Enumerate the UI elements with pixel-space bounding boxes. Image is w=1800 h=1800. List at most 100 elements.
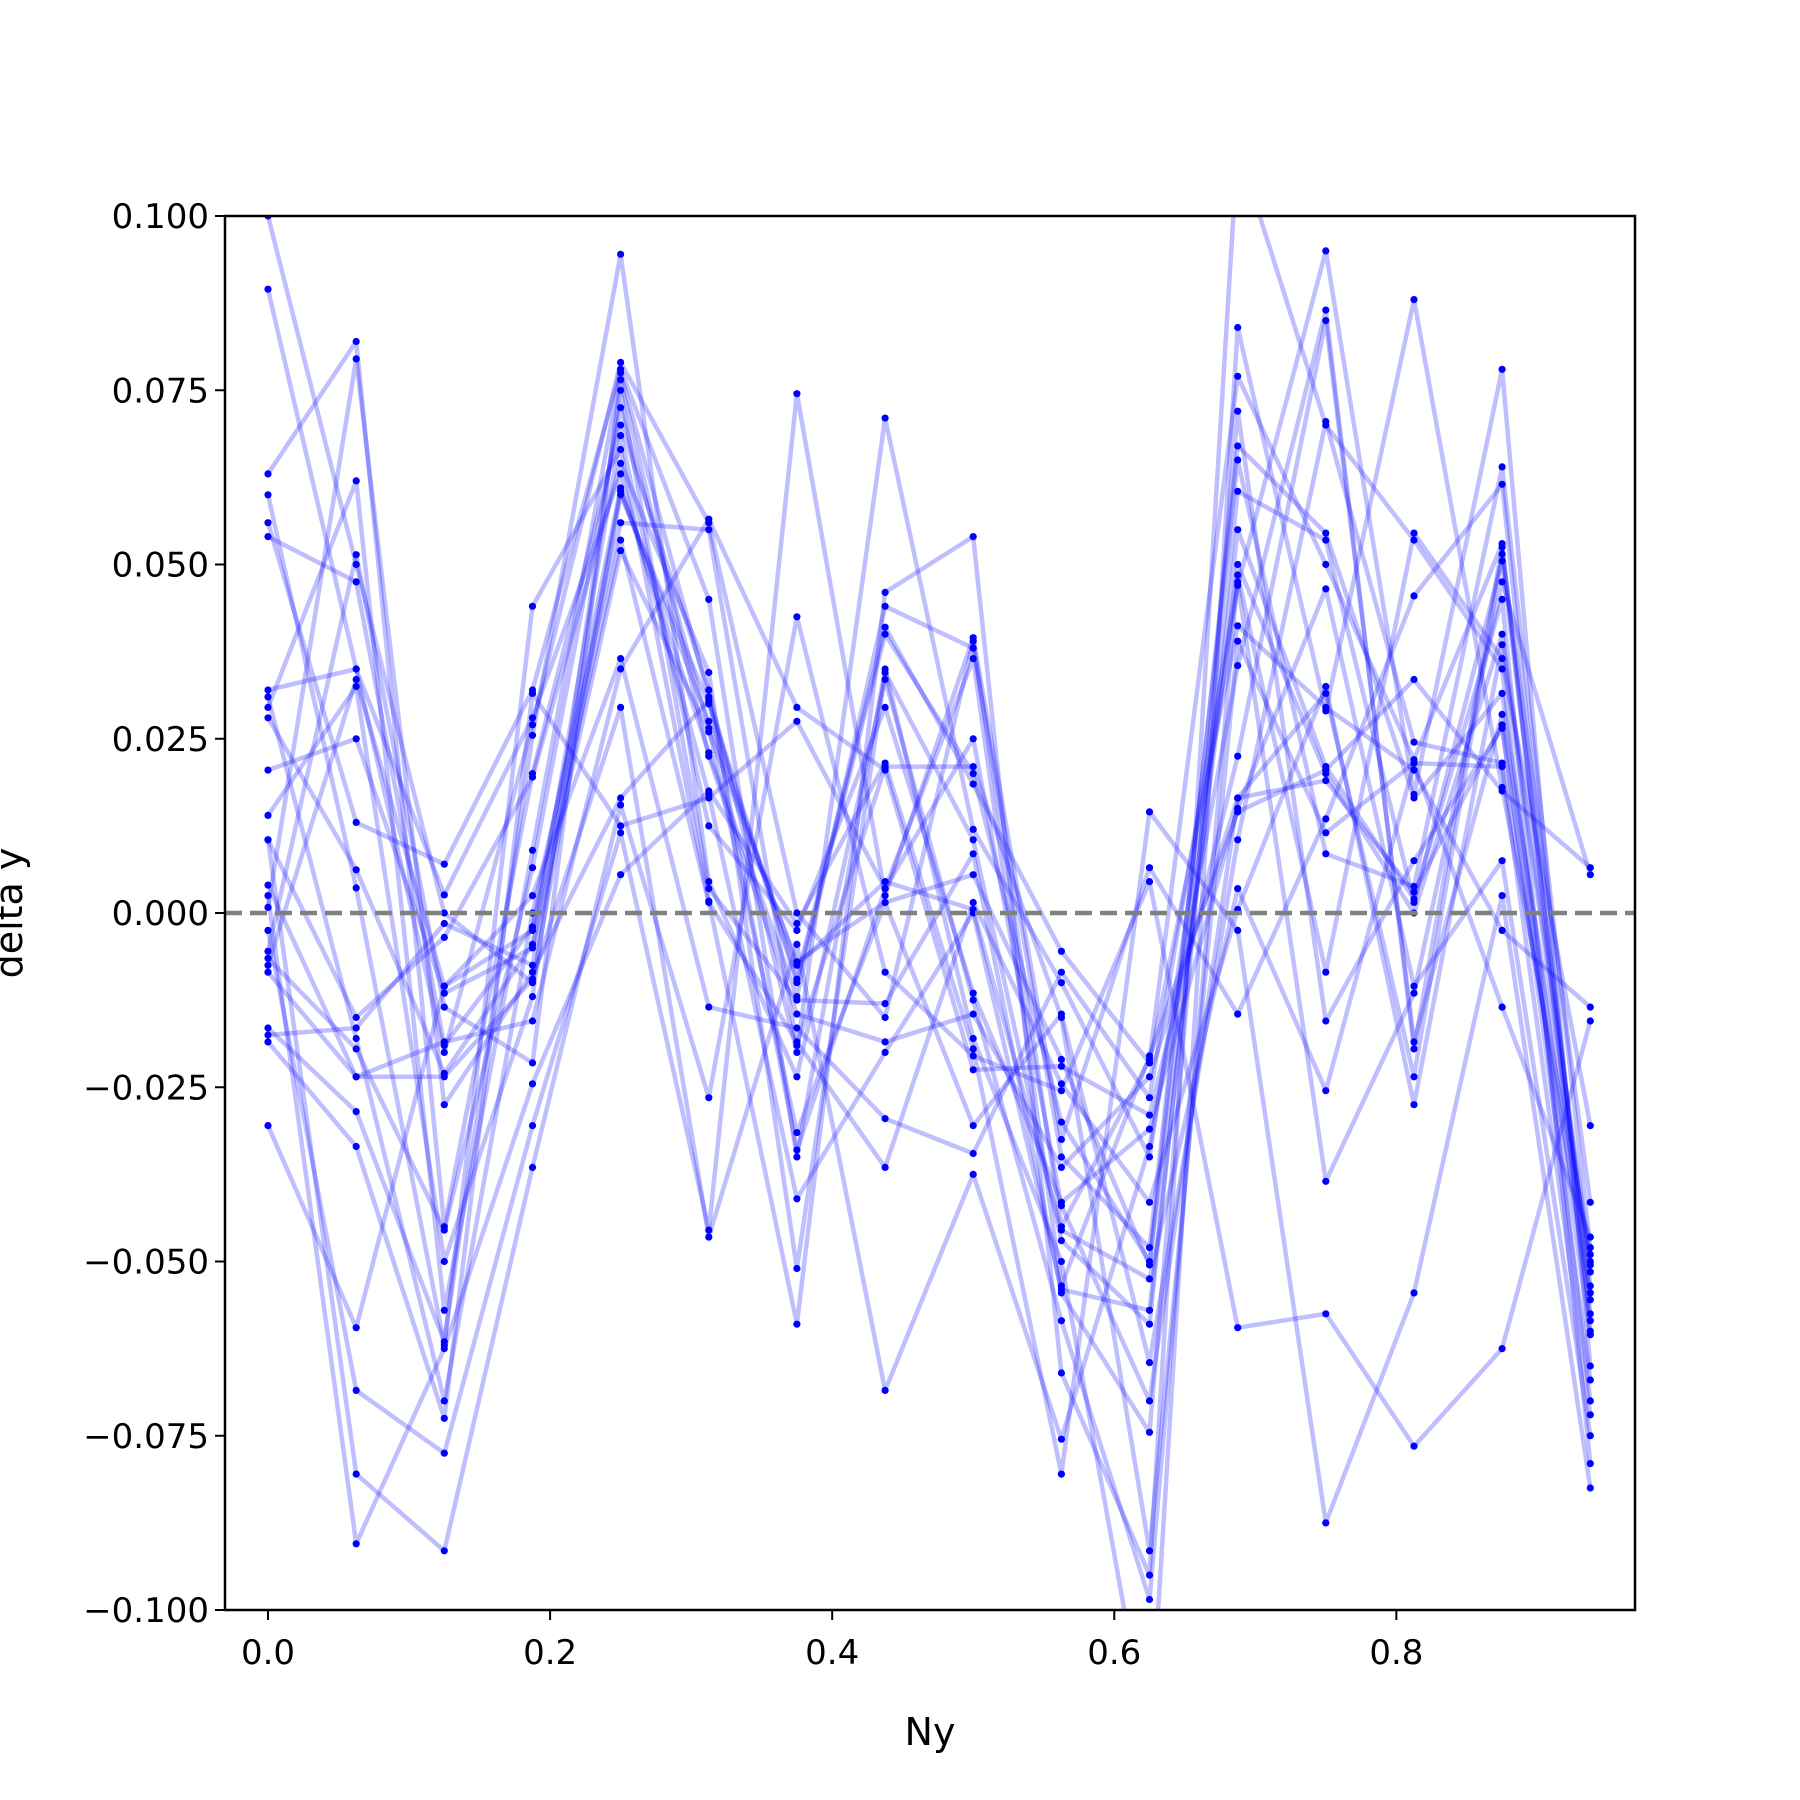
data-point [1498,365,1506,373]
data-point [881,1013,889,1022]
data-point [969,1034,977,1043]
data-point [1145,1198,1154,1206]
data-point [1586,1250,1594,1259]
data-point [793,1320,801,1328]
data-point [528,926,537,935]
data-point [528,1080,537,1088]
y-tick-label: −0.050 [83,1243,209,1283]
data-point [1586,871,1594,879]
series-line [265,288,1593,1332]
data-point [1322,306,1330,314]
data-point [352,1142,360,1151]
data-point [352,1034,360,1043]
data-point [1234,1010,1242,1018]
data-point [881,602,889,610]
data-point [1322,777,1330,785]
data-point [1234,456,1242,464]
data-point [264,766,272,774]
data-point [1586,1122,1594,1130]
series-23 [264,613,1594,1555]
data-point [264,968,272,976]
data-point [1322,529,1330,537]
data-point [1234,560,1242,569]
data-point [1410,529,1418,537]
data-point [705,717,713,725]
data-point [264,686,272,694]
data-point [705,1003,713,1011]
series-16 [264,376,1594,1206]
y-tick-label: 0.075 [112,371,209,411]
data-point [617,703,625,712]
data-point [793,1024,801,1032]
data-point [617,376,625,384]
data-point [1410,794,1418,802]
series-line [265,377,1593,1203]
series-26 [264,390,1594,1457]
series-line [265,614,1593,1554]
x-tick-label: 0.2 [523,1633,577,1673]
data-point [440,1226,448,1234]
data-point [969,634,977,642]
data-point [440,1414,448,1422]
data-point [264,926,272,935]
data-point [1234,808,1242,816]
data-point [528,864,537,872]
data-point [1322,829,1330,837]
data-point [352,1386,360,1394]
data-point [1234,526,1242,534]
series-13 [264,459,1594,1328]
data-point [352,551,360,559]
data-point [1322,850,1330,858]
data-point [1145,878,1154,886]
data-point [264,533,272,541]
data-point [264,961,272,969]
data-point [793,1195,801,1203]
data-point [1145,1111,1154,1119]
data-point [1234,885,1242,893]
series-19 [264,250,1594,1604]
data-point [440,1345,448,1353]
data-point [969,1170,977,1178]
data-point [1057,1198,1065,1206]
series-line [265,297,1593,1610]
data-point [1322,1087,1330,1095]
data-point [528,968,537,976]
data-point [440,1306,448,1314]
data-point [440,1449,448,1457]
data-point [705,752,713,760]
data-point [881,1115,889,1123]
data-point [617,487,625,495]
y-tick-label: −0.075 [83,1417,209,1457]
series-line [265,461,1593,1327]
data-point [264,1031,272,1039]
data-point [881,759,889,767]
data-point [705,686,713,694]
data-point [1234,143,1241,150]
data-point [969,735,977,743]
data-point [617,445,625,454]
data-point [1057,1062,1065,1070]
data-point [1586,1244,1594,1252]
data-point [352,1013,360,1022]
data-point [969,1066,977,1074]
data-point [1498,655,1506,663]
data-point [352,1540,360,1548]
data-point [617,536,625,544]
data-point [1586,1261,1594,1269]
data-point [793,1010,801,1018]
data-point [352,682,360,691]
data-point [1234,637,1242,645]
data-point [881,668,889,677]
data-point [1498,578,1506,586]
series-line [265,391,1593,1456]
data-point [440,909,448,917]
data-point [969,1149,977,1158]
data-point [969,780,977,788]
data-point [1234,752,1242,760]
data-point [440,982,448,990]
series-line [265,356,1592,1107]
data-point [705,526,713,534]
data-point [528,993,537,1001]
data-point [1586,1484,1594,1492]
data-point [1322,703,1330,712]
